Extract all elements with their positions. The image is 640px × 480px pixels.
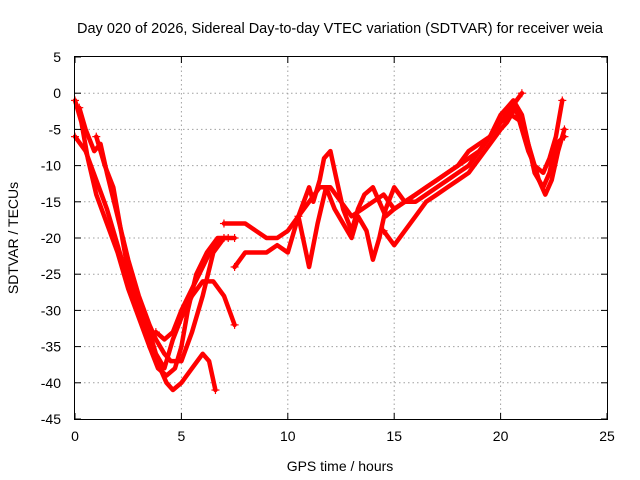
data-point-marker <box>379 226 388 235</box>
series-track-5 <box>151 234 228 342</box>
trace-line <box>153 235 227 342</box>
y-axis-label: SDTVAR / TECUs <box>5 182 21 294</box>
trace-line <box>381 98 565 248</box>
trace-line <box>77 105 237 364</box>
x-tick-labels: 0 5 10 15 20 25 <box>71 428 615 444</box>
y-tick-label: -15 <box>41 194 61 210</box>
trace-line <box>72 98 218 393</box>
data-point-marker <box>230 262 239 271</box>
data-point-marker <box>211 386 220 395</box>
y-tick-label: -10 <box>41 158 61 174</box>
trace-line <box>232 98 567 270</box>
data-point-marker <box>219 219 228 228</box>
series-track-7 <box>230 98 569 271</box>
data-point-marker <box>92 132 101 141</box>
y-tick-labels: 5 0 -5 -10 -15 -20 -25 -30 -35 -40 -45 <box>41 49 61 427</box>
data-point-marker <box>219 234 228 242</box>
x-axis-label: GPS time / hours <box>287 458 394 474</box>
data-point-marker <box>230 320 239 329</box>
data-point-marker <box>75 103 84 112</box>
y-tick-label: -25 <box>41 266 61 282</box>
y-tick-label: -35 <box>41 339 61 355</box>
x-tick-label: 10 <box>280 428 296 444</box>
series-track-9 <box>379 96 567 248</box>
x-tick-label: 15 <box>386 428 402 444</box>
trace-line <box>221 90 525 241</box>
y-tick-label: 5 <box>53 49 61 65</box>
series-track-1 <box>71 96 220 395</box>
y-tick-label: -20 <box>41 230 61 246</box>
y-tick-label: -5 <box>49 121 62 137</box>
data-traces <box>71 89 569 395</box>
x-tick-label: 25 <box>599 428 615 444</box>
chart-title: Day 020 of 2026, Sidereal Day-to-day VTE… <box>77 21 604 37</box>
y-tick-label: -45 <box>41 411 61 427</box>
data-point-marker <box>294 212 303 221</box>
y-tick-label: -40 <box>41 375 61 391</box>
data-point-marker <box>517 89 526 98</box>
data-point-marker <box>151 328 160 337</box>
data-point-marker <box>558 96 567 105</box>
y-tick-label: -30 <box>41 302 61 318</box>
trace-line <box>94 134 231 378</box>
y-tick-label: 0 <box>53 85 61 101</box>
plot-frame <box>74 56 608 420</box>
x-tick-label: 20 <box>493 428 509 444</box>
x-tick-label: 0 <box>71 428 79 444</box>
series-track-6 <box>219 89 526 241</box>
data-point-marker <box>560 125 569 134</box>
x-tick-label: 5 <box>178 428 186 444</box>
axis-ticks <box>74 56 608 420</box>
